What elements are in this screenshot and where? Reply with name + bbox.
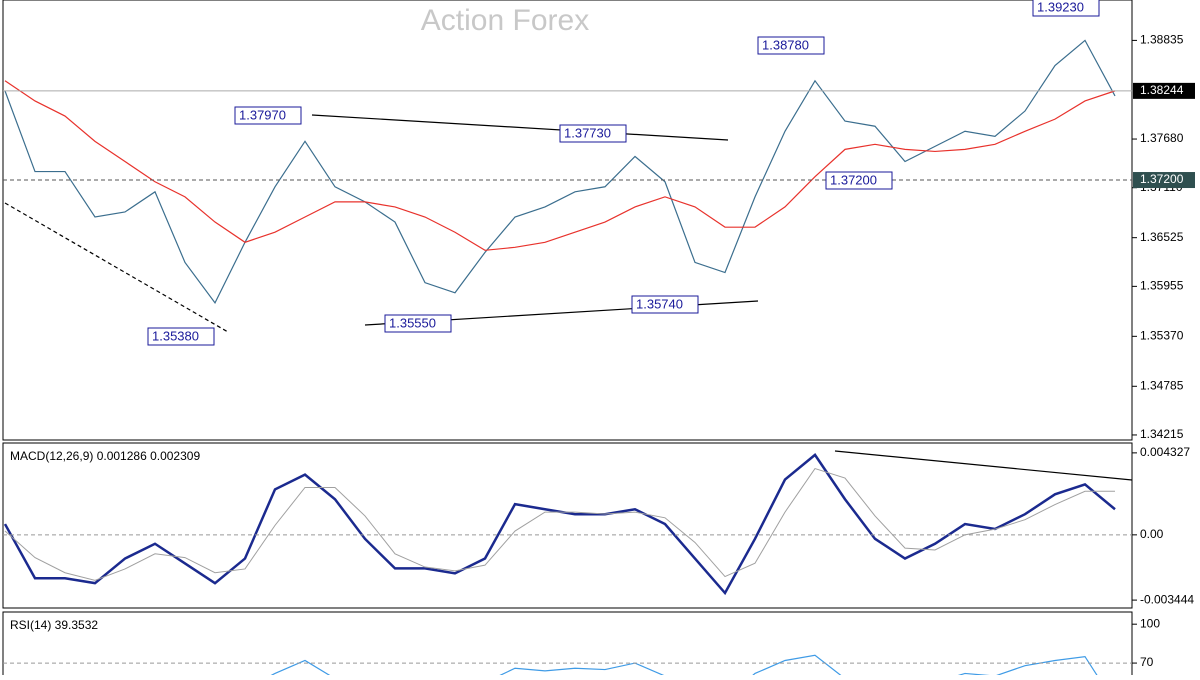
- series-line: [4, 467, 1115, 581]
- annotation-box: [559, 124, 627, 143]
- price-label: 1.38244: [1140, 83, 1184, 97]
- y-tick-label: 1.36525: [1140, 230, 1184, 244]
- indicator-title: MACD(12,26,9) 0.001286 0.002309: [10, 449, 200, 463]
- plot-area: [270, 654, 1098, 675]
- y-tick-label: 1.35955: [1140, 279, 1184, 293]
- y-tick-label: 1.34215: [1140, 427, 1184, 441]
- annotation-box: [234, 106, 302, 125]
- macd-panel: [2, 442, 1133, 609]
- level-box: [1133, 172, 1195, 189]
- series-line: [270, 654, 1098, 675]
- price-panel: [2, 0, 1133, 441]
- watermark: Action Forex: [421, 4, 589, 37]
- annotation-box: [1032, 0, 1100, 17]
- y-tick-label: 1.37680: [1140, 131, 1184, 145]
- annotation: 1.39230: [1037, 0, 1084, 14]
- y-tick-label: 0.004327: [1140, 445, 1190, 459]
- y-tick-label: 100: [1140, 616, 1160, 630]
- series-line: [3, 453, 1116, 596]
- y-tick-label: 1.35370: [1140, 328, 1184, 342]
- rsi-panel: [2, 611, 1133, 680]
- annotation: 1.37730: [564, 125, 611, 140]
- series-line: [4, 80, 1116, 251]
- plot-area: [4, 39, 1116, 304]
- annotation: 1.38780: [762, 37, 809, 52]
- price-box: [1133, 82, 1195, 99]
- y-tick-label: 0.00: [1140, 527, 1164, 541]
- annotation-box: [825, 171, 893, 190]
- annotation-box: [757, 36, 825, 55]
- indicator-title: RSI(14) 39.3532: [10, 618, 98, 632]
- annotation: 1.35380: [152, 328, 199, 343]
- y-tick-label: 70: [1140, 655, 1154, 669]
- y-tick-label: 1.34785: [1140, 378, 1184, 392]
- annotation-box: [384, 314, 452, 333]
- annotation: 1.35550: [389, 315, 436, 330]
- annotation: 1.35740: [636, 296, 683, 311]
- y-tick-label: -0.003444: [1140, 592, 1194, 606]
- series-line: [4, 39, 1116, 304]
- plot-area: [3, 453, 1116, 596]
- level-label: 1.37200: [1140, 172, 1184, 186]
- annotation-box: [631, 295, 699, 314]
- annotation: 1.37970: [239, 107, 286, 122]
- trend-lines: [4, 114, 1133, 481]
- annotation: 1.37200: [830, 172, 877, 187]
- trend-line: [4, 202, 229, 333]
- annotation-box: [147, 327, 215, 346]
- trend-line: [834, 450, 1133, 481]
- trend-line: [311, 114, 729, 141]
- y-tick-label: 1.38835: [1140, 33, 1184, 47]
